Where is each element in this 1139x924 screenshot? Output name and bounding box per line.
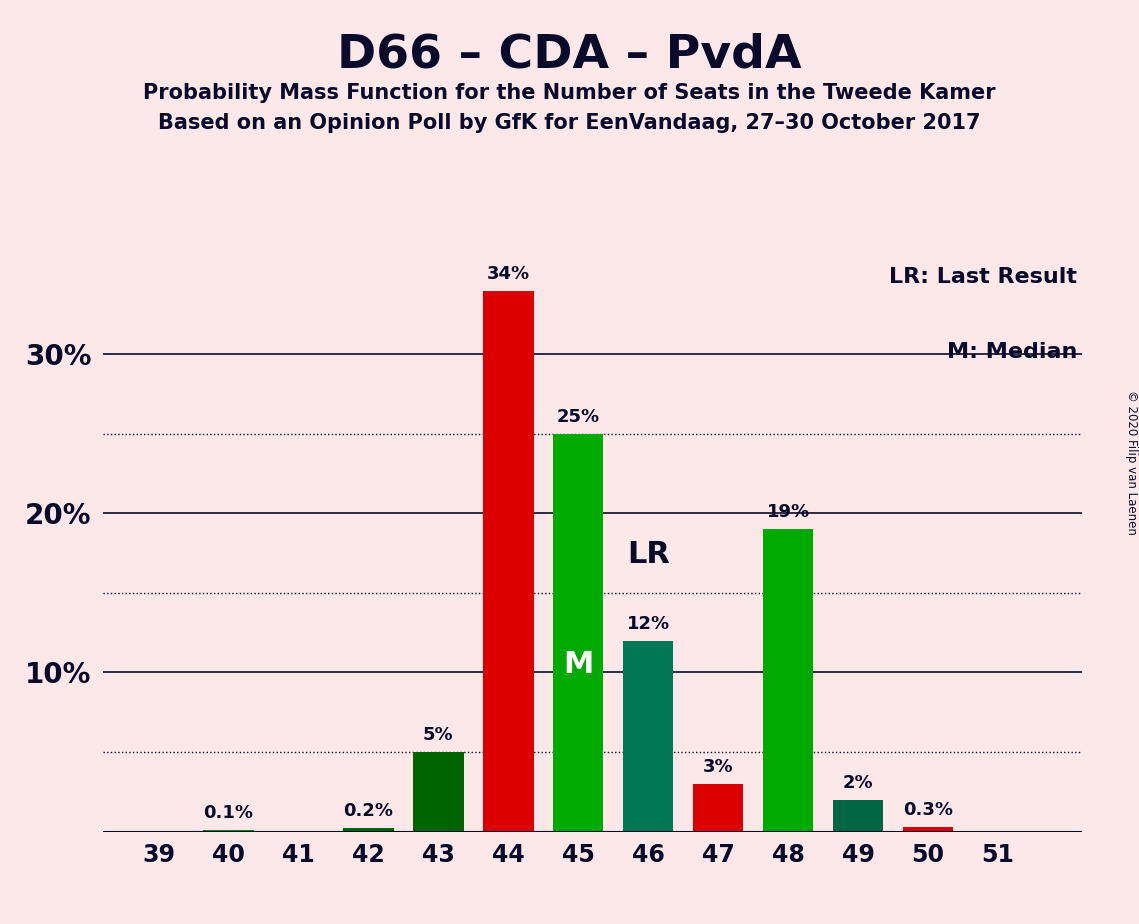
Text: 3%: 3% — [703, 758, 734, 776]
Bar — [903, 827, 953, 832]
Bar — [343, 829, 394, 832]
Text: LR: LR — [626, 540, 670, 569]
Text: D66 – CDA – PvdA: D66 – CDA – PvdA — [337, 32, 802, 78]
Bar — [413, 752, 464, 832]
Bar — [763, 529, 813, 832]
Text: 12%: 12% — [626, 614, 670, 633]
Text: M: M — [563, 650, 593, 679]
Bar — [483, 290, 533, 832]
Text: 34%: 34% — [486, 264, 530, 283]
Text: 0.1%: 0.1% — [204, 804, 254, 822]
Text: Probability Mass Function for the Number of Seats in the Tweede Kamer: Probability Mass Function for the Number… — [144, 83, 995, 103]
Text: M: Median: M: Median — [947, 342, 1077, 362]
Text: © 2020 Filip van Laenen: © 2020 Filip van Laenen — [1124, 390, 1138, 534]
Bar — [554, 433, 604, 832]
Text: Based on an Opinion Poll by GfK for EenVandaag, 27–30 October 2017: Based on an Opinion Poll by GfK for EenV… — [158, 113, 981, 133]
Text: 0.2%: 0.2% — [343, 802, 393, 821]
Bar — [693, 784, 744, 832]
Bar — [833, 800, 884, 832]
Text: 5%: 5% — [423, 726, 453, 744]
Text: 25%: 25% — [557, 407, 600, 426]
Text: 2%: 2% — [843, 773, 874, 792]
Bar — [203, 830, 254, 832]
Text: 0.3%: 0.3% — [903, 801, 953, 819]
Text: LR: Last Result: LR: Last Result — [890, 267, 1077, 287]
Text: 19%: 19% — [767, 504, 810, 521]
Bar — [623, 640, 673, 832]
